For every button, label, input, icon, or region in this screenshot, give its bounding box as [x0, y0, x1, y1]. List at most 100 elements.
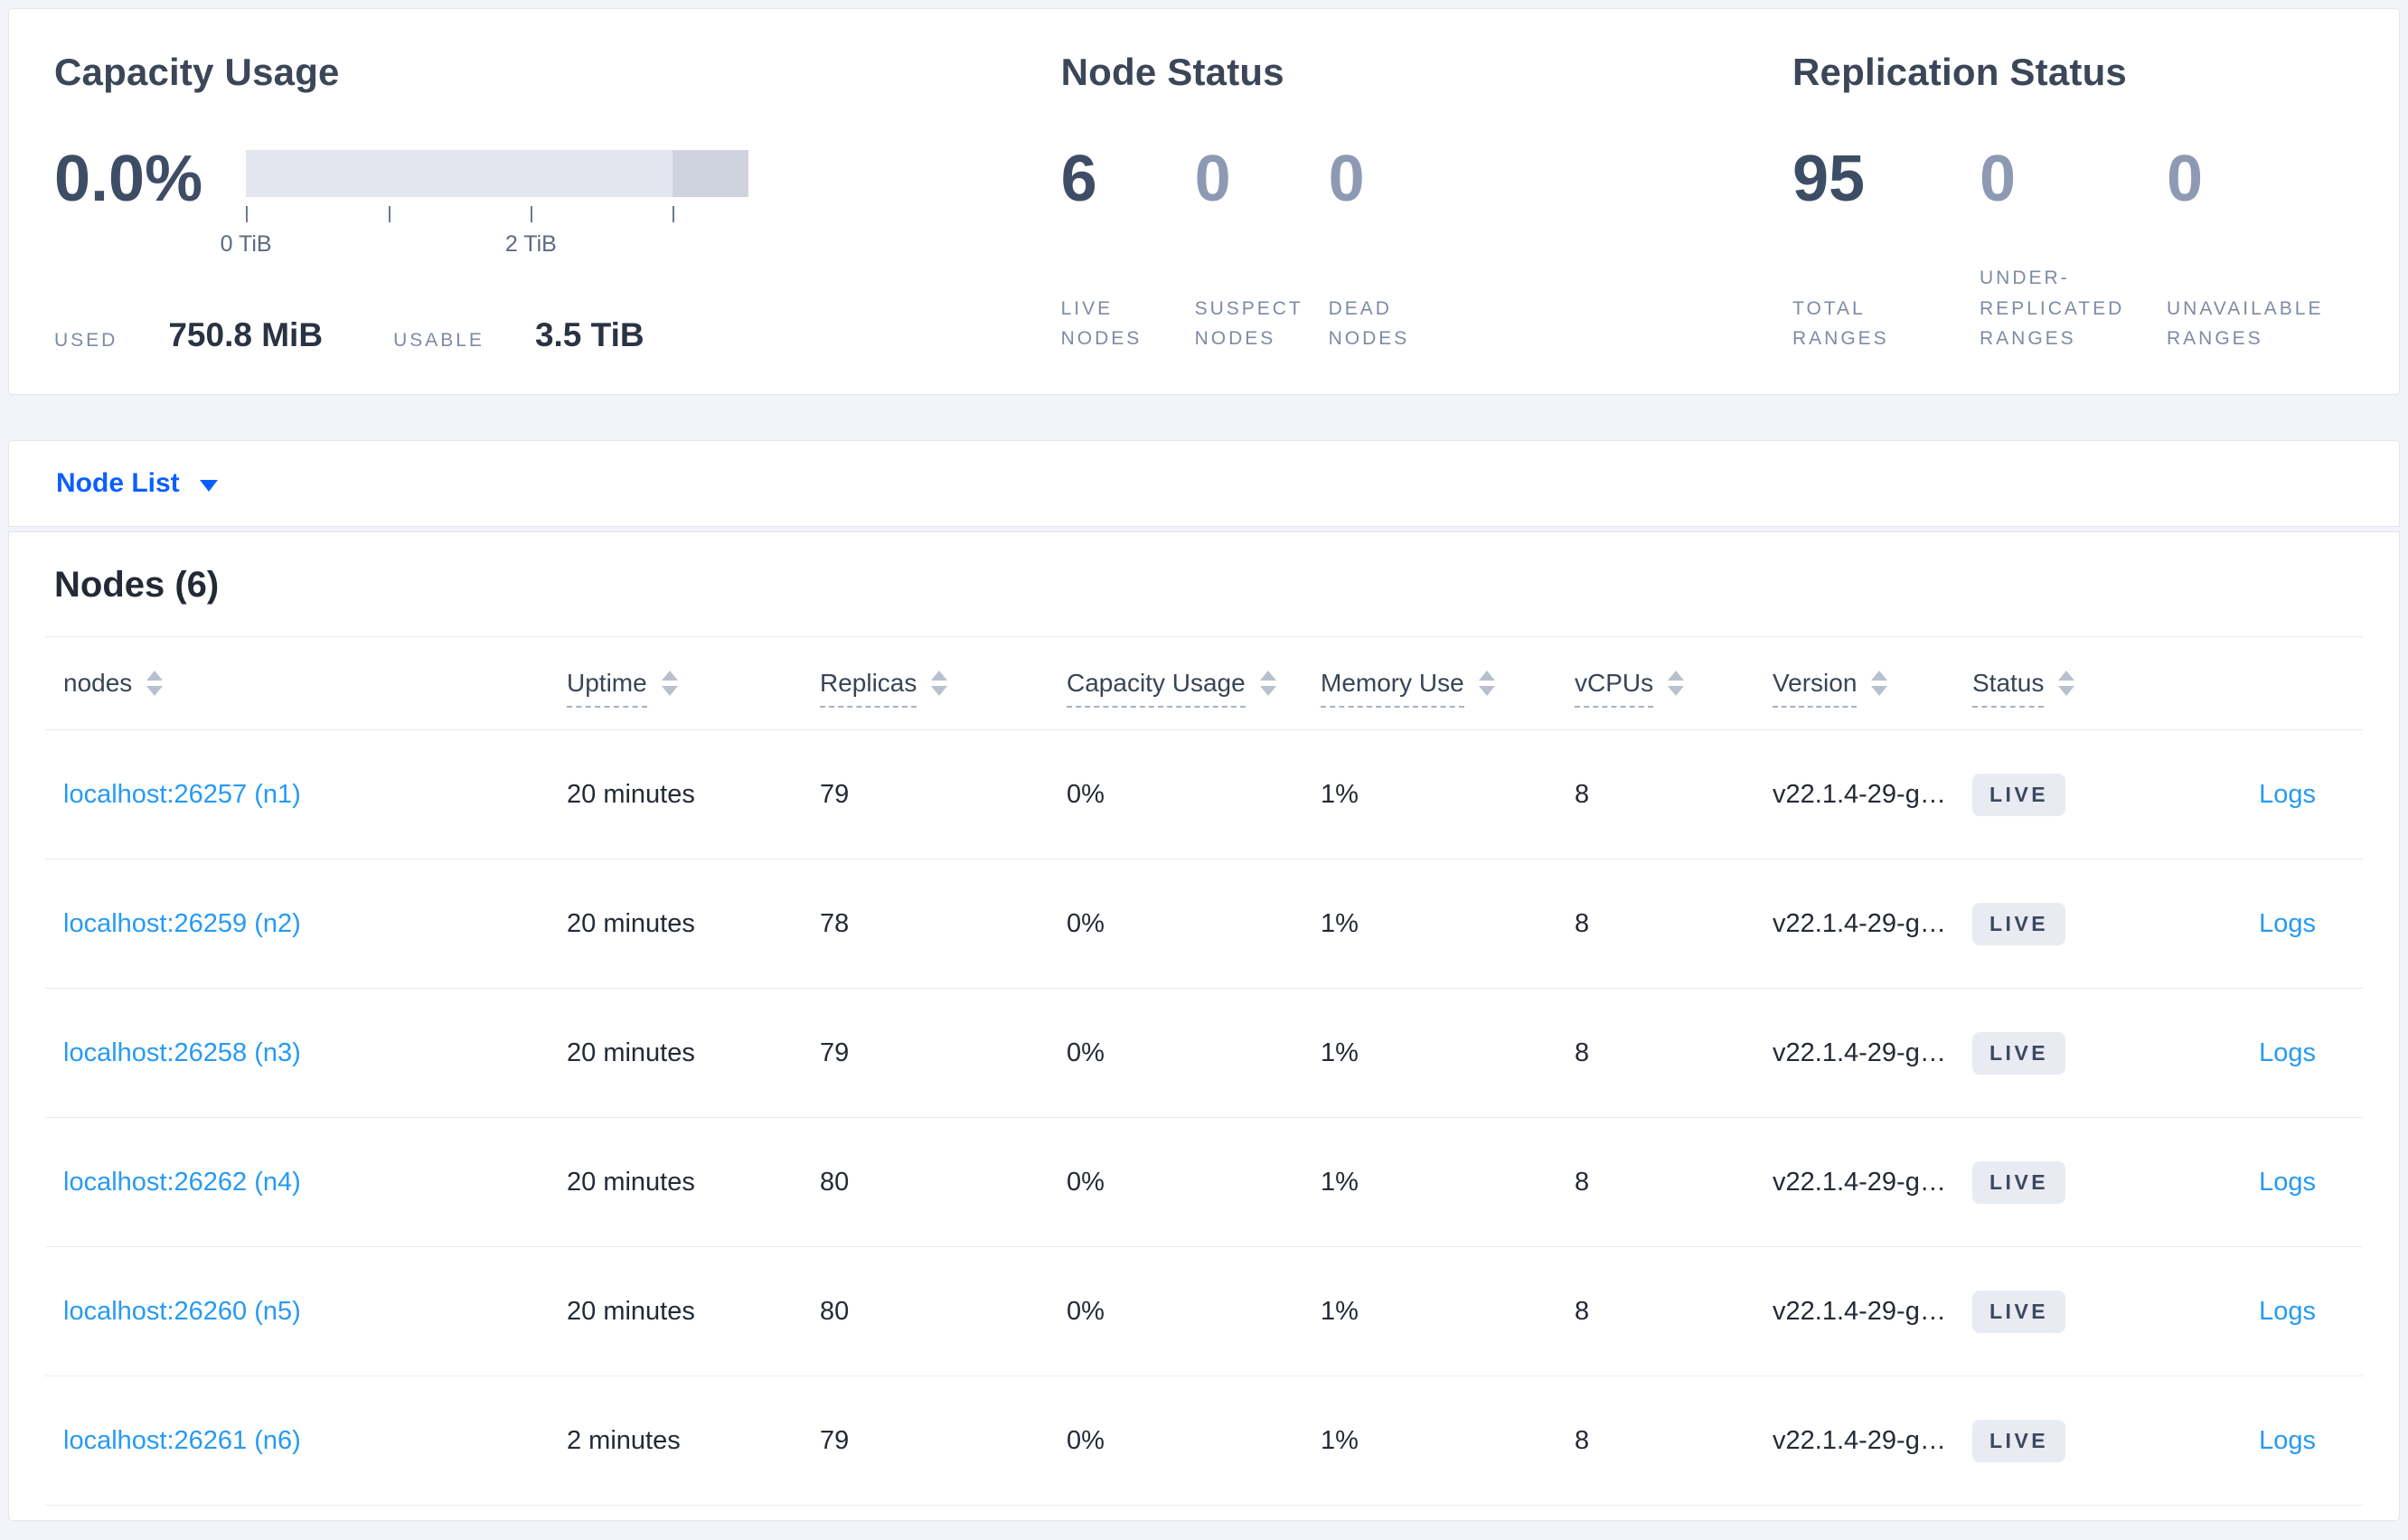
- gauge-tick: [673, 206, 675, 222]
- vcpus-cell: 8: [1575, 1425, 1590, 1455]
- gauge-tick-label-start: 0 TiB: [220, 231, 272, 257]
- column-header-capacity-usage[interactable]: Capacity Usage: [1067, 669, 1321, 708]
- total-ranges-value: 95: [1792, 143, 1866, 215]
- vcpus-cell: 8: [1575, 908, 1590, 938]
- status-badge: LIVE: [1972, 1160, 2066, 1204]
- dead-nodes-stat: 0 DEAD NODES: [1329, 146, 1463, 354]
- capacity-usage-cell: 0%: [1067, 1296, 1105, 1326]
- uptime-cell: 20 minutes: [567, 1167, 695, 1197]
- sort-icon[interactable]: [931, 671, 948, 696]
- capacity-usage-cell: 0%: [1067, 1167, 1105, 1197]
- node-link[interactable]: localhost:26259 (n2): [63, 908, 301, 938]
- nodes-panel: Nodes (6) nodes Uptime Replicas Capacity…: [8, 531, 2400, 1521]
- replicas-cell: 79: [820, 1425, 850, 1455]
- status-badge: LIVE: [1972, 773, 2066, 816]
- node-link[interactable]: localhost:26258 (n3): [63, 1038, 301, 1067]
- status-badge: LIVE: [1972, 1290, 2066, 1333]
- column-header-version[interactable]: Version: [1773, 669, 1972, 708]
- sort-icon[interactable]: [146, 671, 164, 696]
- capacity-usage-cell: 0%: [1067, 1425, 1105, 1455]
- table-row: localhost:26257 (n1) 20 minutes 79 0% 1%…: [45, 730, 2363, 859]
- column-header-nodes[interactable]: nodes: [45, 669, 567, 698]
- unavailable-ranges-label: UNAVAILABLE RANGES: [2167, 297, 2324, 350]
- under-replicated-ranges-value: 0: [1980, 143, 2017, 215]
- table-row: localhost:26261 (n6) 2 minutes 79 0% 1% …: [45, 1376, 2363, 1506]
- logs-link[interactable]: Logs: [2259, 1038, 2316, 1067]
- column-header-status[interactable]: Status: [1972, 669, 2180, 708]
- nodes-table: nodes Uptime Replicas Capacity Usage Mem…: [45, 636, 2363, 1506]
- replication-status-section: Replication Status 95 TOTAL RANGES 0 UND…: [1792, 51, 2354, 354]
- version-cell: v22.1.4-29-g…: [1773, 1296, 1946, 1326]
- live-nodes-label: LIVE NODES: [1060, 297, 1143, 350]
- sort-icon[interactable]: [1668, 671, 1685, 696]
- vcpus-cell: 8: [1575, 1038, 1590, 1067]
- suspect-nodes-stat: 0 SUSPECT NODES: [1195, 146, 1329, 354]
- total-ranges-label: TOTAL RANGES: [1792, 297, 1889, 350]
- live-nodes-value: 6: [1060, 143, 1097, 215]
- column-header-vcpus[interactable]: vCPUs: [1575, 669, 1773, 708]
- logs-link[interactable]: Logs: [2259, 1167, 2316, 1197]
- memory-use-cell: 1%: [1321, 1296, 1359, 1326]
- table-row: localhost:26262 (n4) 20 minutes 80 0% 1%…: [45, 1118, 2363, 1247]
- capacity-percent: 0.0%: [54, 143, 203, 215]
- capacity-gauge: 0 TiB 2 TiB: [221, 150, 749, 257]
- node-link[interactable]: localhost:26262 (n4): [63, 1167, 301, 1197]
- logs-link[interactable]: Logs: [2259, 1425, 2316, 1455]
- capacity-usage-cell: 0%: [1067, 779, 1105, 809]
- chevron-down-icon: [199, 479, 218, 492]
- node-link[interactable]: localhost:26257 (n1): [63, 779, 301, 809]
- suspect-nodes-label: SUSPECT NODES: [1194, 297, 1303, 350]
- memory-use-cell: 1%: [1321, 779, 1359, 809]
- version-cell: v22.1.4-29-g…: [1773, 1425, 1946, 1455]
- uptime-cell: 20 minutes: [567, 1296, 695, 1326]
- column-header-replicas[interactable]: Replicas: [820, 669, 1067, 708]
- under-replicated-ranges-stat: 0 UNDER- REPLICATED RANGES: [1980, 146, 2167, 354]
- column-header-uptime[interactable]: Uptime: [567, 669, 820, 708]
- uptime-cell: 20 minutes: [567, 1038, 695, 1067]
- usable-value: 3.5 TiB: [534, 316, 644, 353]
- node-list-dropdown[interactable]: Node List: [56, 468, 218, 499]
- table-row: localhost:26259 (n2) 20 minutes 78 0% 1%…: [45, 859, 2363, 989]
- unavailable-ranges-value: 0: [2167, 143, 2204, 215]
- sort-icon[interactable]: [1871, 671, 1888, 696]
- table-row: localhost:26260 (n5) 20 minutes 80 0% 1%…: [45, 1247, 2363, 1376]
- sort-icon[interactable]: [661, 671, 678, 696]
- usable-label: USABLE: [393, 330, 484, 351]
- version-cell: v22.1.4-29-g…: [1773, 1167, 1946, 1197]
- replicas-cell: 78: [820, 908, 850, 938]
- uptime-cell: 20 minutes: [567, 908, 695, 938]
- node-list-bar: Node List: [8, 440, 2400, 527]
- sort-icon[interactable]: [1259, 671, 1276, 696]
- logs-link[interactable]: Logs: [2259, 1296, 2316, 1326]
- unavailable-ranges-stat: 0 UNAVAILABLE RANGES: [2167, 146, 2354, 354]
- memory-use-cell: 1%: [1321, 1425, 1359, 1455]
- column-header-memory-use[interactable]: Memory Use: [1321, 669, 1575, 708]
- suspect-nodes-value: 0: [1194, 143, 1231, 215]
- node-list-label: Node List: [56, 468, 180, 498]
- status-badge: LIVE: [1972, 902, 2066, 945]
- capacity-usage-cell: 0%: [1067, 908, 1105, 938]
- cluster-summary-panel: Capacity Usage 0.0% 0 TiB 2 TiB USED 750…: [8, 8, 2400, 395]
- logs-link[interactable]: Logs: [2259, 908, 2316, 938]
- gauge-tick-label-mid: 2 TiB: [504, 231, 557, 257]
- dead-nodes-label: DEAD NODES: [1328, 297, 1410, 350]
- node-status-title: Node Status: [1060, 51, 1284, 93]
- capacity-gauge-bar: [246, 150, 749, 197]
- gauge-tick: [531, 206, 533, 222]
- replicas-cell: 79: [820, 1038, 850, 1067]
- vcpus-cell: 8: [1575, 779, 1590, 809]
- table-header-row: nodes Uptime Replicas Capacity Usage Mem…: [45, 636, 2363, 730]
- status-badge: LIVE: [1972, 1031, 2066, 1075]
- logs-link[interactable]: Logs: [2259, 779, 2316, 809]
- status-badge: LIVE: [1972, 1419, 2066, 1462]
- sort-icon[interactable]: [1478, 671, 1495, 696]
- total-ranges-stat: 95 TOTAL RANGES: [1792, 146, 1980, 354]
- capacity-usage-section: Capacity Usage 0.0% 0 TiB 2 TiB USED 750…: [54, 51, 1061, 354]
- sort-icon[interactable]: [2058, 671, 2075, 696]
- node-link[interactable]: localhost:26261 (n6): [63, 1425, 301, 1455]
- used-label: USED: [54, 330, 118, 351]
- node-link[interactable]: localhost:26260 (n5): [63, 1296, 301, 1326]
- node-status-section: Node Status 6 LIVE NODES 0 SUSPECT NODES…: [1061, 51, 1792, 354]
- gauge-tick: [389, 206, 390, 222]
- memory-use-cell: 1%: [1321, 1167, 1359, 1197]
